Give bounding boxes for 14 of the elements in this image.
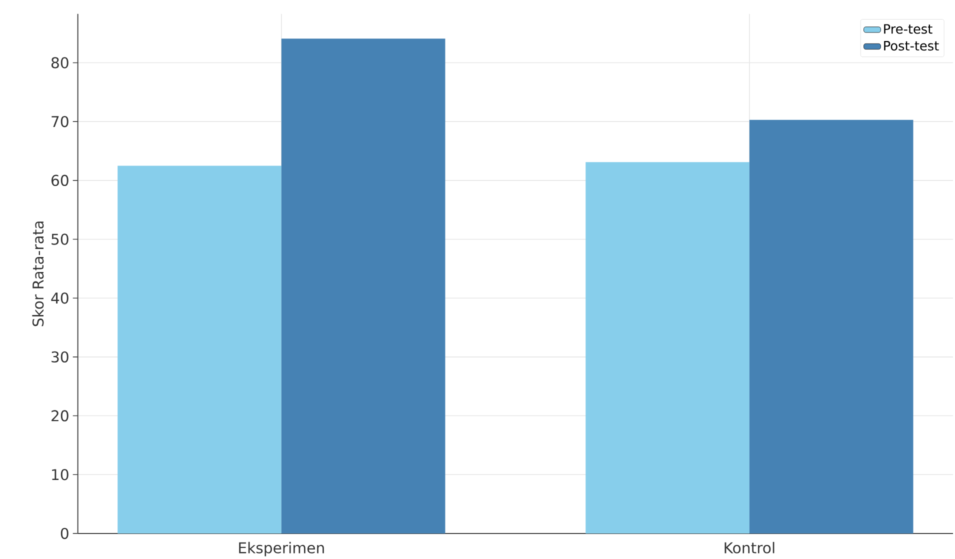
x-tick-label: Kontrol <box>724 542 774 554</box>
y-tick-label: 0 <box>60 528 68 539</box>
y-tick-label: 20 <box>52 410 68 422</box>
y-tick-label: 70 <box>52 116 68 128</box>
x-tick-label: Eksperimen <box>239 542 324 556</box>
legend-label: Pre-test <box>884 24 932 34</box>
legend-label: Post-test <box>884 40 939 50</box>
y-axis-title: Skor Rata-rata <box>32 221 44 326</box>
y-tick-label: 40 <box>51 292 68 304</box>
y-tick-label: 50 <box>52 234 68 245</box>
y-tick-label: 60 <box>52 174 68 186</box>
y-tick-label: 10 <box>52 468 68 480</box>
y-tick-label: 30 <box>52 351 68 362</box>
y-tick-label: 80 <box>51 56 68 68</box>
